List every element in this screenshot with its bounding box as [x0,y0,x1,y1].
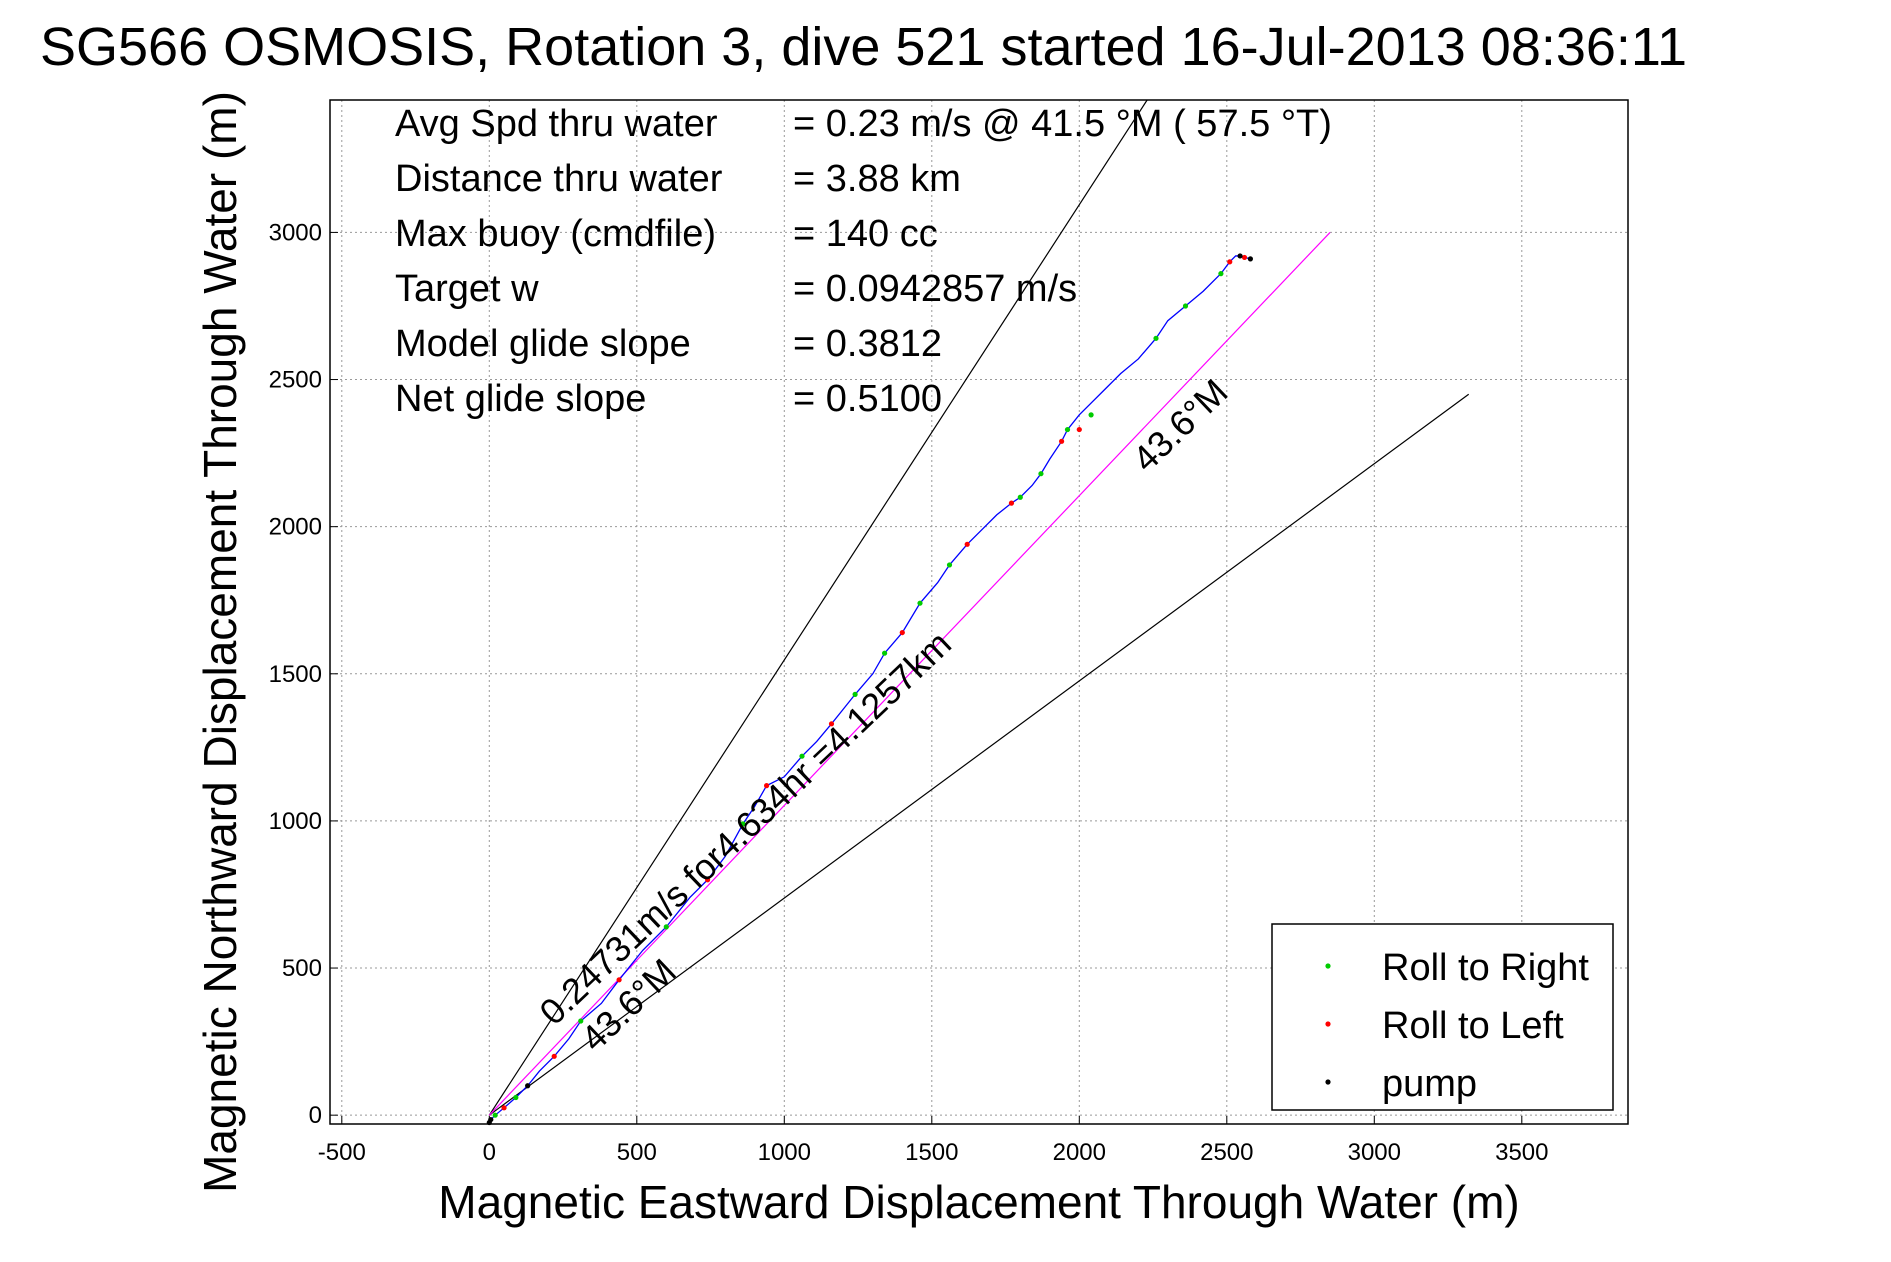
x-tick-label: 1000 [758,1139,811,1166]
stat-value: = 0.3812 [793,323,942,365]
plot-frame [329,99,1629,1125]
roll-left-marker [964,541,970,547]
stat-label: Max buoy (cmdfile) [395,213,716,255]
roll-left-marker [501,1105,507,1111]
roll-right-marker [1017,494,1023,500]
reference-line [488,393,1470,1116]
chart-title: SG566 OSMOSIS, Rotation 3, dive 521 star… [40,17,1687,77]
roll-left-marker [705,877,711,883]
x-tick-label: 0 [483,1139,496,1166]
grid [330,100,1628,1124]
roll-right-marker [1038,471,1044,477]
roll-right-marker [917,600,923,606]
roll-left-marker [1008,500,1015,506]
stats-block: Avg Spd thru water = 0.23 m/s @ 41.5 °M (… [395,103,1332,420]
legend-swatch [1325,963,1331,969]
reference-line [488,99,1148,1116]
y-tick-label: 1000 [269,808,322,835]
legend-swatch [1325,1079,1331,1085]
roll-right-marker [852,691,858,697]
x-tick-label: 500 [617,1139,657,1166]
roll-right-marker [1153,335,1159,341]
marker-group [486,253,1253,1126]
roll-right-marker [663,924,669,930]
roll-left-marker [1076,426,1082,433]
legend-label: Roll to Right [1382,947,1589,989]
stat-label: Model glide slope [395,323,691,365]
roll-right-marker [882,650,888,656]
stat-value: = 0.5100 [793,378,942,420]
stat-label: Distance thru water [395,158,723,200]
roll-left-marker [616,977,622,983]
roll-right-marker [1182,303,1189,309]
y-tick-label: 1500 [269,661,322,688]
roll-left-marker [899,629,905,636]
roll-right-marker [799,753,805,759]
roll-right-marker [1218,271,1224,277]
pump-marker [525,1083,531,1089]
y-axis-label: Magnetic Northward Displacement Through … [194,91,246,1193]
x-axis-label: Magnetic Eastward Displacement Through W… [438,1176,1519,1228]
angle-annotation: 0.24731m/s for4.634hr =4.1257km [531,623,959,1033]
roll-left-marker [551,1053,557,1059]
pump-marker [1247,256,1253,262]
stat-label: Net glide slope [395,378,646,420]
y-tick-label: 0 [309,1102,322,1129]
roll-right-marker [578,1018,584,1024]
x-tick-label: 2000 [1053,1139,1106,1166]
stat-value: = 0.23 m/s @ 41.5 °M ( 57.5 °T) [793,103,1332,145]
ticks: -500 0 500 1000 1500 2000 2500 3000 3500 0 500 1000… [269,219,1549,1166]
roll-left-marker [828,721,835,727]
x-tick-label: 2500 [1200,1139,1253,1166]
x-tick-label: -500 [318,1139,366,1166]
y-tick-label: 3000 [269,219,322,246]
roll-right-marker [1088,412,1094,418]
angle-annotation: 43.6°M [1124,371,1235,480]
stat-value: = 140 cc [793,213,938,255]
roll-right-marker [513,1094,519,1101]
stat-value: = 3.88 km [793,158,961,200]
roll-left-marker [1227,259,1233,265]
legend-swatch [1325,1021,1331,1027]
pump-marker [1237,253,1243,259]
x-tick-label: 1500 [905,1139,958,1166]
y-tick-label: 2000 [269,514,322,541]
legend-box [1271,923,1614,1111]
roll-right-marker [1064,426,1071,433]
roll-right-marker [946,562,953,568]
reference-line [488,231,1331,1116]
legend-label: Roll to Left [1382,1005,1564,1047]
roll-right-marker [740,821,746,827]
y-tick-label: 500 [282,955,322,982]
y-tick-label: 2500 [269,367,322,394]
stat-label: Target w [395,268,539,310]
roll-left-marker [764,783,770,789]
roll-left-marker [1059,438,1065,444]
stat-value: = 0.0942857 m/s [793,268,1077,310]
reference-lines [488,99,1470,1116]
roll-left-marker [1241,254,1248,261]
legend: Roll to Right Roll to Left pump [1271,923,1614,1111]
roll-right-marker [492,1112,498,1118]
x-tick-label: 3500 [1495,1139,1548,1166]
legend-label: pump [1382,1063,1477,1105]
stat-label: Avg Spd thru water [395,103,718,145]
x-tick-label: 3000 [1348,1139,1401,1166]
